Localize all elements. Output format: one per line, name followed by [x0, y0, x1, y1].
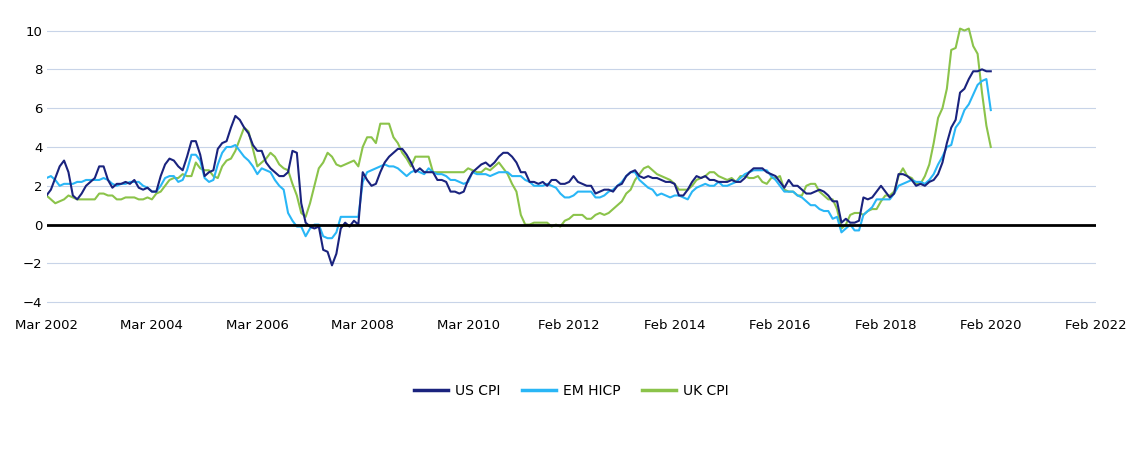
UK CPI: [954, 26, 967, 31]
UK CPI: [844, 212, 858, 217]
EM HICP: [250, 171, 264, 177]
UK CPI: [250, 164, 264, 169]
UK CPI: [984, 144, 998, 150]
EM HICP: [769, 177, 782, 183]
Line: UK CPI: UK CPI: [47, 28, 991, 229]
UK CPI: [576, 212, 589, 217]
UK CPI: [276, 166, 290, 171]
US CPI: [250, 148, 264, 153]
EM HICP: [321, 235, 335, 241]
EM HICP: [980, 76, 994, 82]
EM HICP: [40, 175, 54, 181]
US CPI: [325, 262, 339, 268]
US CPI: [276, 173, 290, 179]
EM HICP: [580, 189, 594, 194]
EM HICP: [984, 107, 998, 113]
US CPI: [844, 220, 858, 226]
EM HICP: [844, 222, 858, 227]
US CPI: [40, 193, 54, 198]
US CPI: [984, 69, 998, 74]
US CPI: [580, 183, 594, 189]
UK CPI: [40, 193, 54, 198]
EM HICP: [276, 187, 290, 193]
US CPI: [975, 67, 989, 72]
UK CPI: [585, 216, 598, 221]
Line: US CPI: US CPI: [47, 69, 991, 265]
EM HICP: [588, 195, 602, 200]
Legend: US CPI, EM HICP, UK CPI: US CPI, EM HICP, UK CPI: [408, 378, 734, 403]
UK CPI: [764, 175, 778, 181]
Line: EM HICP: EM HICP: [47, 79, 991, 238]
US CPI: [588, 191, 602, 196]
US CPI: [769, 173, 782, 179]
UK CPI: [835, 226, 849, 231]
